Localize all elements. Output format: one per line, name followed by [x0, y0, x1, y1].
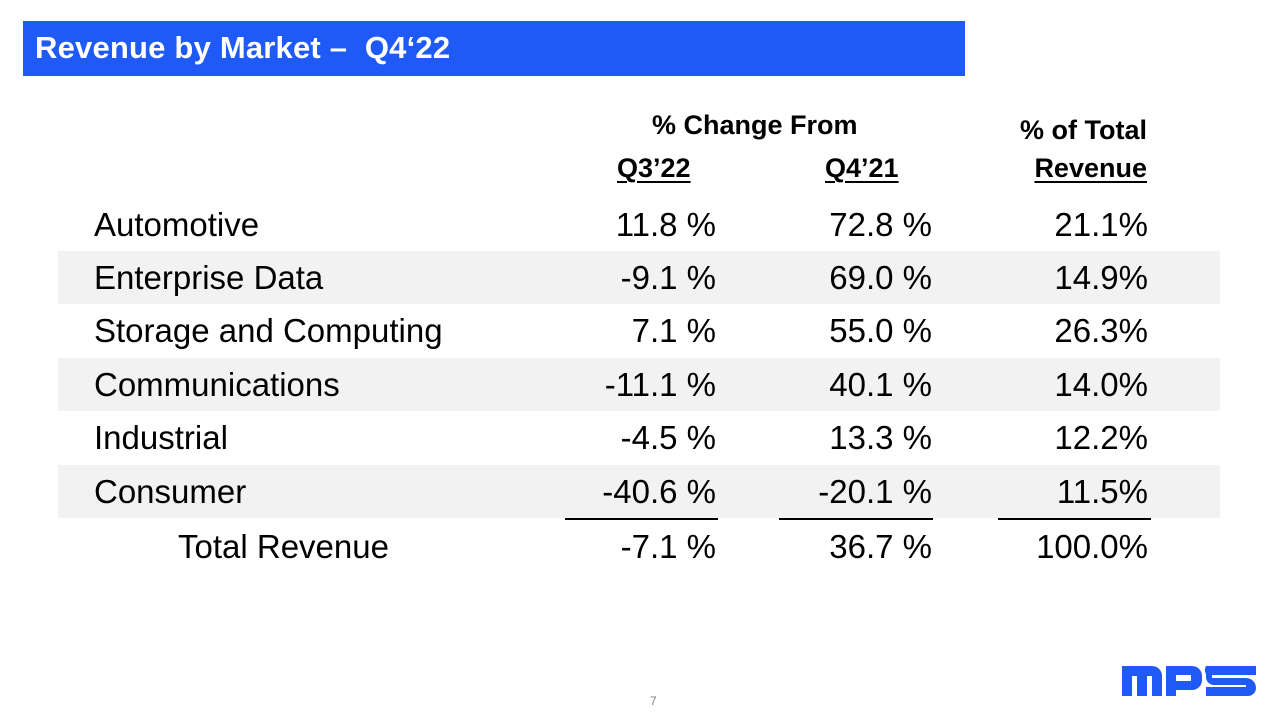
- total-row: Total Revenue -7.1 % 36.7 % 100.0%: [58, 520, 1220, 573]
- q3-change-value: 11.8 %: [615, 206, 716, 243]
- q3-change-value: -11.1 %: [604, 366, 716, 403]
- subtotal-rule: [779, 518, 933, 520]
- table-row: Enterprise Data -9.1 % 69.0 % 14.9%: [58, 251, 1220, 304]
- title-bar: Revenue by Market – Q4‘22: [23, 21, 965, 76]
- header-pct-total-line1: % of Total: [1020, 115, 1147, 145]
- market-label: Consumer: [94, 473, 247, 510]
- market-label: Communications: [94, 366, 340, 403]
- q3-change-value: -40.6 %: [602, 473, 716, 510]
- pct-total-value: 26.3%: [1054, 312, 1148, 349]
- table-row: Consumer -40.6 % -20.1 % 11.5%: [58, 465, 1220, 518]
- header-group-label: % Change From: [652, 110, 858, 140]
- header-pct-total-line2: Revenue: [1034, 153, 1147, 183]
- mps-logo-icon: [1122, 666, 1256, 696]
- page-number: 7: [650, 694, 657, 708]
- subtotal-rule: [998, 518, 1151, 520]
- pct-total-value: 11.5%: [1056, 473, 1148, 510]
- pct-total-value: 21.1%: [1054, 206, 1148, 243]
- market-label: Storage and Computing: [94, 312, 443, 349]
- header-q4-21: Q4’21: [825, 153, 899, 183]
- market-label: Automotive: [94, 206, 260, 243]
- q3-change-value: -9.1 %: [620, 259, 716, 296]
- slide-title: Revenue by Market – Q4‘22: [35, 30, 451, 65]
- q4-change-value: 69.0 %: [829, 259, 932, 296]
- q3-change-value: 7.1 %: [631, 312, 716, 349]
- total-pct-total: 100.0%: [1036, 528, 1148, 565]
- header-q3-22: Q3’22: [617, 153, 691, 183]
- subtotal-rule: [565, 518, 718, 520]
- market-label: Industrial: [94, 419, 228, 456]
- pct-total-value: 14.0%: [1054, 366, 1148, 403]
- q3-change-value: -4.5 %: [620, 419, 716, 456]
- table-row: Industrial -4.5 % 13.3 % 12.2%: [58, 411, 1220, 464]
- q4-change-value: 13.3 %: [829, 419, 932, 456]
- q4-change-value: 72.8 %: [829, 206, 932, 243]
- total-q4-change: 36.7 %: [829, 528, 932, 565]
- total-label: Total Revenue: [178, 528, 389, 565]
- q4-change-value: -20.1 %: [818, 473, 932, 510]
- table-row: Communications -11.1 % 40.1 % 14.0%: [58, 358, 1220, 411]
- q4-change-value: 55.0 %: [829, 312, 932, 349]
- pct-total-value: 14.9%: [1054, 259, 1148, 296]
- table-row: Automotive 11.8 % 72.8 % 21.1%: [58, 198, 1220, 251]
- pct-total-value: 12.2%: [1054, 419, 1148, 456]
- q4-change-value: 40.1 %: [829, 366, 932, 403]
- table-row: Storage and Computing 7.1 % 55.0 % 26.3%: [58, 304, 1220, 357]
- total-q3-change: -7.1 %: [620, 528, 716, 565]
- market-label: Enterprise Data: [94, 259, 324, 296]
